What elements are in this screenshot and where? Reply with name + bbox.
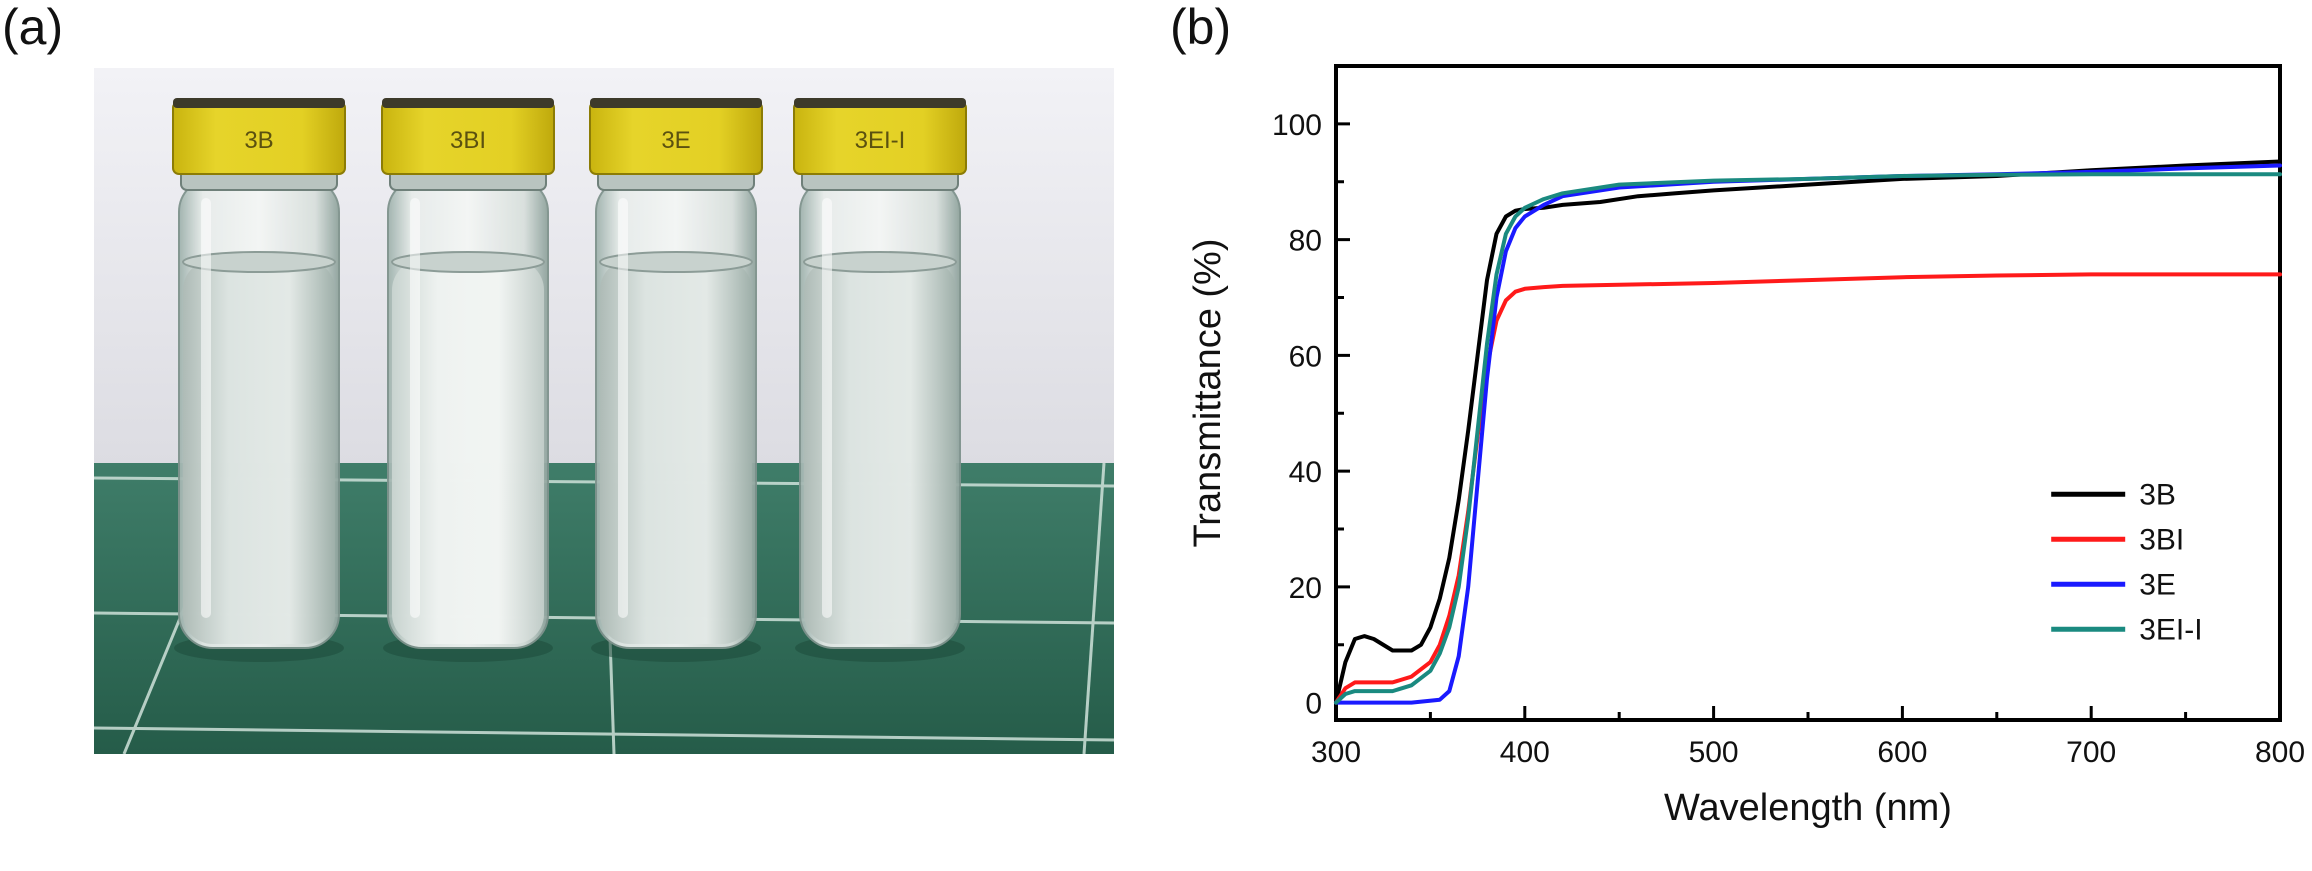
liquid-meniscus bbox=[182, 251, 336, 273]
glass-highlight bbox=[618, 198, 628, 618]
vial-3e: 3E bbox=[589, 98, 763, 662]
liquid-meniscus bbox=[599, 251, 753, 273]
liquid-meniscus bbox=[391, 251, 545, 273]
y-axis-label: Transmittance (%) bbox=[1187, 239, 1229, 548]
y-tick-label: 80 bbox=[1289, 225, 1322, 258]
x-tick-label: 700 bbox=[2066, 736, 2116, 769]
vial-3b: 3B bbox=[172, 98, 346, 662]
cap-top-edge bbox=[590, 98, 762, 108]
y-tick-label: 60 bbox=[1289, 340, 1322, 373]
x-tick-label: 400 bbox=[1500, 736, 1550, 769]
cap-top-edge bbox=[382, 98, 554, 108]
vial-liquid bbox=[600, 260, 752, 644]
glass-highlight bbox=[201, 198, 211, 618]
vial-liquid bbox=[183, 260, 335, 644]
x-axis-label: Wavelength (nm) bbox=[1664, 787, 1952, 829]
cap-top-edge bbox=[794, 98, 966, 108]
liquid-meniscus bbox=[803, 251, 957, 273]
y-tick-label: 20 bbox=[1289, 572, 1322, 605]
vials-photo: 3B 3BI 3E 3EI-I bbox=[94, 68, 1114, 754]
panel-a-label: (a) bbox=[2, 0, 64, 55]
vial-3ei-i: 3EI-I bbox=[793, 98, 967, 662]
vial-label: 3EI-I bbox=[855, 127, 906, 154]
legend-label-3ei-i: 3EI-I bbox=[2139, 613, 2202, 646]
glass-highlight bbox=[410, 198, 420, 618]
vial-3bi: 3BI bbox=[381, 98, 555, 662]
legend-label-3bi: 3BI bbox=[2139, 523, 2184, 556]
axis-ticks: 300 400 500 600 700 800 0 20 40 60 80 100 bbox=[1272, 109, 2305, 769]
x-tick-label: 300 bbox=[1311, 736, 1361, 769]
cap-top-edge bbox=[173, 98, 345, 108]
legend-label-3b: 3B bbox=[2139, 478, 2176, 511]
panel-b-label: (b) bbox=[1170, 0, 1232, 55]
x-tick-label: 500 bbox=[1689, 736, 1739, 769]
vial-liquid bbox=[804, 260, 956, 644]
y-tick-label: 40 bbox=[1289, 456, 1322, 489]
transmittance-chart: 300 400 500 600 700 800 0 20 40 60 80 100 3B 3BI 3E 3E… bbox=[1187, 64, 2305, 829]
legend: 3B 3BI 3E 3EI-I bbox=[2051, 478, 2203, 646]
series-line-3b bbox=[1334, 159, 2282, 705]
y-tick-label: 100 bbox=[1272, 109, 1322, 142]
series-lines bbox=[1334, 159, 2282, 705]
legend-label-3e: 3E bbox=[2139, 568, 2176, 601]
series-line-3bi bbox=[1334, 272, 2282, 705]
glass-highlight bbox=[822, 198, 832, 618]
vial-liquid bbox=[392, 260, 544, 644]
y-tick-label: 0 bbox=[1305, 688, 1322, 721]
x-tick-label: 800 bbox=[2255, 736, 2305, 769]
x-tick-label: 600 bbox=[1877, 736, 1927, 769]
vials-group: 3B 3BI 3E 3EI-I bbox=[172, 98, 967, 662]
series-line-3ei-i bbox=[1334, 172, 2282, 705]
vial-label: 3E bbox=[661, 127, 690, 154]
vial-label: 3BI bbox=[450, 127, 486, 154]
vial-label: 3B bbox=[244, 127, 273, 154]
